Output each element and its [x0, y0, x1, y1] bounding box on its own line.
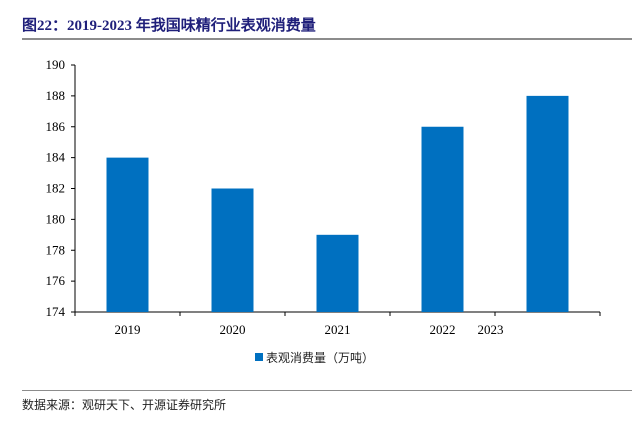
y-tick-label: 180 [46, 211, 66, 226]
bar-2020 [211, 188, 254, 312]
y-tick-label: 174 [46, 304, 66, 319]
bar-2019 [106, 157, 149, 312]
x-tick-label: 2020 [220, 322, 246, 337]
x-tick-label: 2023 [478, 322, 504, 337]
source-divider [22, 390, 632, 391]
y-tick-label: 186 [46, 119, 66, 134]
y-tick-label: 184 [46, 150, 66, 165]
x-tick-label: 2022 [430, 322, 456, 337]
figure-title: 图22：2019-2023 年我国味精行业表观消费量 [22, 18, 316, 34]
y-tick-label: 188 [46, 88, 66, 103]
y-tick-label: 176 [46, 273, 66, 288]
y-tick-label: 178 [46, 242, 66, 257]
title-divider [22, 38, 632, 40]
bar-2021 [316, 234, 359, 312]
source-note: 数据来源：观研天下、开源证券研究所 [22, 398, 227, 412]
legend-label: 表观消费量（万吨） [266, 351, 374, 365]
x-tick-label: 2021 [325, 322, 351, 337]
bar-2022 [421, 126, 464, 312]
y-tick-label: 182 [46, 181, 66, 196]
x-tick-label: 2019 [115, 322, 141, 337]
y-tick-label: 190 [46, 57, 66, 72]
legend-swatch [255, 353, 263, 361]
bar-2023 [526, 95, 569, 312]
